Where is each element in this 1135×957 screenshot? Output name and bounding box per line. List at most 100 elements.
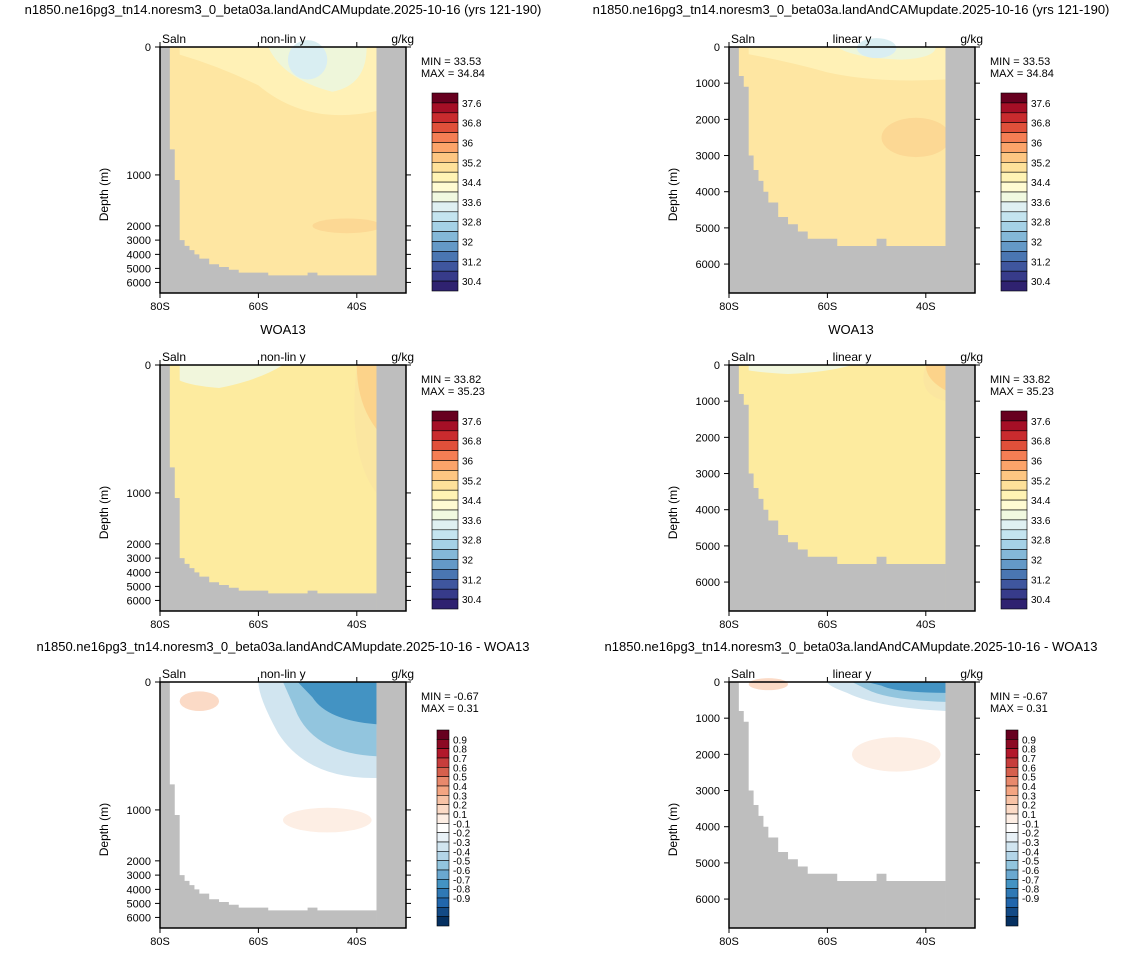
max-readout: MAX = 0.31: [990, 703, 1048, 715]
colorbar-swatch: [431, 509, 459, 521]
contour-min: [287, 40, 328, 80]
colorbar-swatch: [1005, 916, 1019, 927]
colorbar-label: 0.8: [453, 745, 467, 756]
colorbar-swatch: [1005, 823, 1019, 833]
x-tick-label: 60S: [249, 619, 269, 631]
colorbar-swatch: [1000, 489, 1028, 501]
colorbar-swatch: [436, 739, 450, 749]
panel-title: n1850.ne16pg3_tn14.noresm3_0_beta03a.lan…: [25, 2, 542, 17]
colorbar-label: 37.6: [462, 417, 482, 428]
colorbar-swatch: [1000, 231, 1028, 242]
colorbar-swatch: [436, 897, 450, 908]
y-tick-label: 6000: [127, 277, 151, 289]
colorbar-swatch: [436, 869, 450, 880]
colorbar-swatch: [436, 888, 450, 899]
colorbar-label: 36: [1031, 457, 1043, 468]
contour-pos: [283, 807, 372, 833]
y-axis-label: Depth (m): [666, 803, 680, 856]
colorbar: 37.6 36.8 36 35.2 34.4 33.6 32.8 32 31.2 30.4: [431, 410, 482, 610]
colorbar-swatch: [431, 460, 459, 471]
colorbar-label: 0.6: [453, 763, 467, 774]
colorbar-label: -0.5: [453, 857, 471, 868]
colorbar-label: 35.2: [462, 476, 482, 487]
x-tick-label: 60S: [818, 936, 838, 948]
colorbar-swatch: [436, 795, 450, 805]
colorbar-label: 30.4: [462, 595, 482, 606]
colorbar-label: 36.8: [462, 119, 482, 130]
panel-model-nonlinear: 0 1000 2000 3000 4000 5000 6000 80S 60S 40S Saln no…: [97, 32, 485, 313]
y-scale-label: linear y: [833, 32, 872, 46]
colorbar-swatch: [1005, 841, 1019, 852]
colorbar-label: 34.4: [1031, 178, 1051, 189]
colorbar-swatch: [431, 201, 459, 213]
x-tick-label: 40S: [916, 301, 936, 313]
colorbar-swatch: [1000, 588, 1028, 600]
colorbar-swatch: [1000, 181, 1028, 193]
max-label: MAX =: [421, 703, 457, 715]
colorbar-swatch: [436, 757, 450, 768]
colorbar-swatch: [1000, 221, 1028, 232]
panel-obs-linear: 0 1000 2000 3000 4000 5000 6000 80S 60S 40S Saln li…: [666, 350, 1054, 631]
x-tick-label: 60S: [249, 936, 269, 948]
colorbar-swatch: [1000, 578, 1028, 590]
contour-fresh: [748, 365, 852, 375]
max-label: MAX =: [421, 386, 457, 398]
colorbar-swatch: [1000, 102, 1028, 114]
colorbar-label: 33.6: [1031, 516, 1051, 527]
colorbar-swatch: [1000, 270, 1028, 282]
colorbar-label: -0.4: [453, 847, 471, 858]
colorbar-swatch: [431, 519, 459, 531]
max-label: MAX =: [990, 386, 1026, 398]
colorbar-swatch: [431, 221, 459, 232]
colorbar-swatch: [1000, 460, 1028, 471]
y-tick-label: 1000: [696, 396, 720, 408]
colorbar-label: 0.7: [1022, 754, 1036, 765]
colorbar-label: 0.8: [1022, 745, 1036, 756]
colorbar-swatch: [1000, 420, 1028, 432]
colorbar-label: -0.8: [453, 885, 471, 896]
land-seafloor: [729, 47, 946, 293]
colorbar-label: -0.5: [1022, 857, 1040, 868]
colorbar-swatch: [1005, 767, 1019, 777]
min-label: MIN =: [990, 56, 1023, 68]
y-tick-label: 3000: [127, 235, 151, 247]
colorbar-swatch: [431, 152, 459, 163]
y-axis-label: Depth (m): [666, 486, 680, 539]
y-tick-label: 5000: [696, 858, 720, 870]
colorbar-swatch: [1000, 559, 1028, 570]
colorbar-swatch: [1000, 440, 1028, 451]
y-tick-label: 4000: [127, 884, 151, 896]
colorbar-swatch: [431, 191, 459, 203]
panel-obs-nonlinear: 0 1000 2000 3000 4000 5000 6000 80S 60S 40S Saln no…: [97, 350, 485, 631]
colorbar-label: 33.6: [1031, 198, 1051, 209]
contour-pos-shelf: [748, 678, 789, 691]
field-name-label: Saln: [162, 350, 186, 364]
y-tick-label: 0: [714, 677, 720, 689]
colorbar-swatch: [1005, 729, 1019, 740]
contour-salty: [881, 117, 951, 158]
land-seafloor: [729, 682, 946, 928]
y-tick-label: 1000: [127, 805, 151, 817]
land-seafloor: [160, 47, 377, 293]
panel-title: n1850.ne16pg3_tn14.noresm3_0_beta03a.lan…: [605, 639, 1098, 654]
panel-title: WOA13: [260, 322, 306, 337]
colorbar-swatch: [1000, 152, 1028, 163]
colorbar-swatch: [1000, 92, 1028, 104]
min-readout: MIN = -0.67: [990, 691, 1048, 703]
colorbar-swatch: [431, 410, 459, 422]
colorbar-swatch: [436, 860, 450, 871]
colorbar-swatch: [436, 823, 450, 833]
colorbar-swatch: [431, 102, 459, 114]
y-tick-label: 6000: [127, 595, 151, 607]
min-readout: MIN = -0.67: [421, 691, 479, 703]
contour-band: [179, 365, 377, 493]
colorbar-swatch: [1000, 450, 1028, 461]
max-label: MAX =: [990, 703, 1026, 715]
colorbar: 0.90.80.70.60.50.40.30.20.1-0.1-0.2-0.3-…: [1005, 729, 1040, 927]
colorbar-label: 36: [1031, 139, 1043, 150]
colorbar-label: 37.6: [462, 99, 482, 110]
x-tick-label: 40S: [916, 936, 936, 948]
colorbar-swatch: [436, 804, 450, 815]
colorbar-swatch: [431, 470, 459, 481]
